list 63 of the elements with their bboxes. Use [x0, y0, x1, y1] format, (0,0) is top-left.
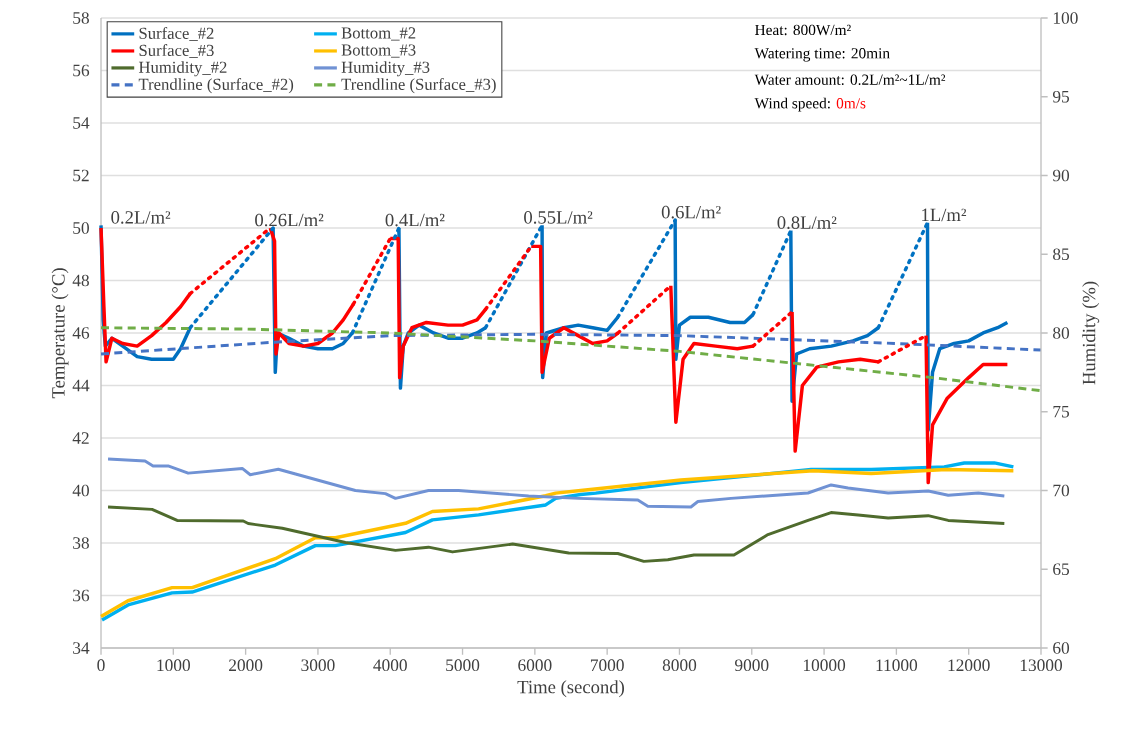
annotation: 0m/s	[836, 98, 866, 109]
annotation: 0.8L/m²	[777, 216, 837, 230]
legend-label: Trendline (Surface_#2)	[138, 78, 294, 94]
annotation: 0.6L/m²	[661, 205, 721, 219]
y2-tick-label: 85	[1053, 248, 1070, 261]
y-tick-label: 54	[73, 117, 90, 129]
annotation: 0.26L/m²	[255, 213, 324, 227]
x-tick-label: 0	[97, 659, 105, 672]
legend-label: Surface_#2	[139, 27, 214, 41]
x-tick-label: 13000	[1020, 659, 1063, 672]
y2-tick-label: 80	[1053, 327, 1070, 339]
y-tick-label: 50	[73, 222, 89, 234]
y2-tick-label: 70	[1053, 484, 1070, 497]
y-tick-label: 40	[72, 484, 89, 497]
x-tick-label: 11000	[876, 659, 918, 672]
legend-label: Trendline (Surface_#3)	[341, 78, 496, 94]
annotation: Wind speed:	[754, 97, 830, 112]
annotation: 0.4L/m²	[385, 213, 445, 227]
y-axis-title: Temperature (°C)	[51, 268, 69, 399]
y2-tick-label: 75	[1053, 405, 1070, 418]
y2-tick-label: 60	[1053, 642, 1070, 654]
y-tick-label: 44	[72, 379, 90, 392]
x-tick-label: 6000	[518, 659, 552, 672]
y-tick-label: 48	[72, 274, 89, 287]
y2-axis-title: Humidity (%)	[1082, 281, 1100, 385]
y-tick-label: 46	[72, 327, 90, 339]
x-axis-title: Time (second)	[517, 680, 625, 698]
x-tick-label: 5000	[446, 659, 480, 672]
y-tick-label: 56	[73, 64, 90, 77]
x-tick-label: 3000	[301, 659, 335, 672]
y-tick-label: 52	[73, 169, 89, 182]
line-series	[99, 332, 1043, 356]
legend-label: Bottom_#2	[341, 27, 416, 41]
y-tick-label: 36	[73, 589, 90, 602]
x-tick-label: 1000	[157, 659, 190, 672]
line-series	[99, 326, 1043, 393]
x-tick-label: 12000	[948, 659, 990, 672]
x-tick-label: 4000	[373, 659, 407, 672]
x-tick-label: 9000	[735, 659, 769, 672]
legend-label: Humidity_#3	[341, 61, 430, 77]
x-tick-label: 2000	[229, 659, 263, 672]
annotation: 0.2L/m²	[111, 211, 171, 224]
annotation: 1L/m²	[922, 208, 967, 222]
y-tick-label: 58	[73, 12, 89, 24]
x-tick-label: 8000	[662, 659, 697, 672]
y2-tick-label: 95	[1052, 90, 1070, 103]
y-tick-label: 42	[72, 432, 89, 444]
y2-tick-label: 65	[1053, 563, 1070, 576]
x-tick-label: 10000	[803, 659, 846, 672]
annotation: Water amount: 0.2L/m²~1L/m²	[754, 74, 946, 85]
annotation: Heat: 800W/m²	[755, 24, 851, 36]
annotation: 0.55L/m²	[524, 211, 593, 224]
annotation: Watering time: 20min	[754, 48, 890, 62]
x-tick-label: 7000	[590, 659, 624, 672]
line-series	[106, 505, 1006, 563]
line-series	[106, 457, 1006, 509]
y-tick-label: 38	[73, 537, 89, 549]
y2-tick-label: 90	[1052, 169, 1070, 182]
y-tick-label: 34	[73, 642, 90, 654]
y2-tick-label: 100	[1053, 12, 1078, 24]
legend-label: Bottom_#3	[341, 44, 416, 58]
legend-label: Surface_#3	[139, 44, 214, 58]
legend-label: Humidity_#2	[138, 61, 227, 77]
